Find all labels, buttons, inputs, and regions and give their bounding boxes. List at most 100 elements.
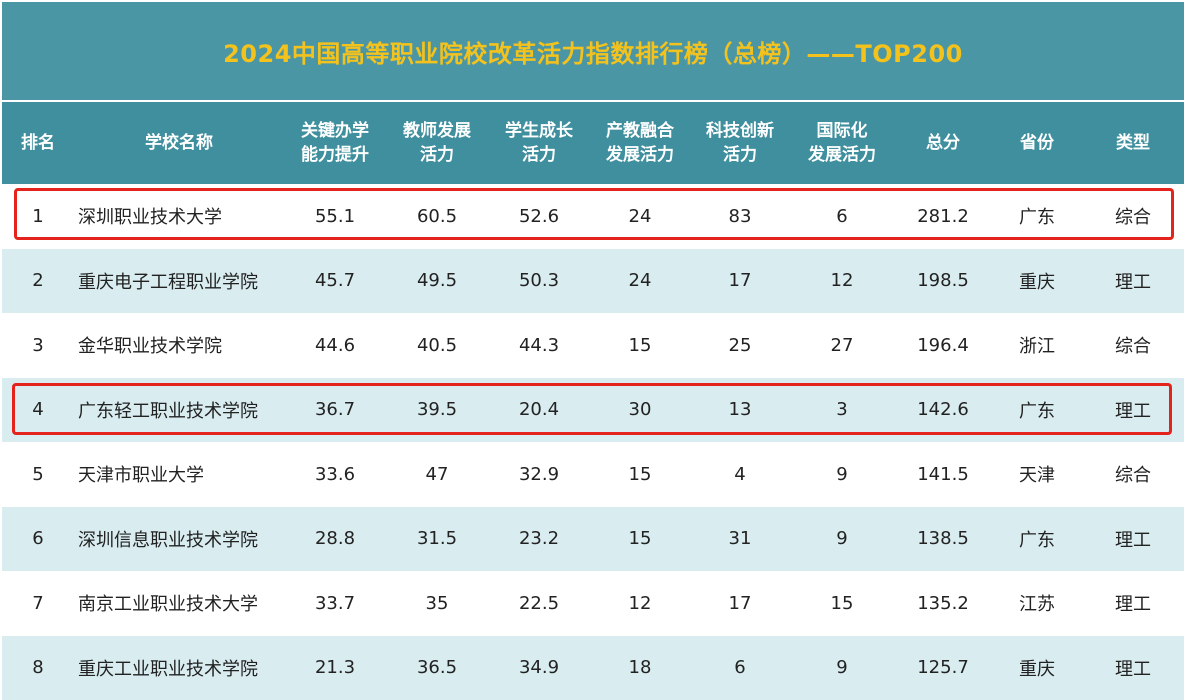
total-cell: 198.5 xyxy=(894,249,992,313)
province-cell: 重庆 xyxy=(992,249,1082,313)
key-capability-cell: 33.6 xyxy=(284,442,386,506)
teacher-vitality-cell: 49.5 xyxy=(386,249,488,313)
total-cell: 135.2 xyxy=(894,571,992,635)
header-teacher-vitality: 教师发展 活力 xyxy=(386,102,488,184)
internationalization-cell: 6 xyxy=(790,184,894,248)
province-cell: 浙江 xyxy=(992,313,1082,377)
header-industry-education: 产教融合 发展活力 xyxy=(590,102,690,184)
industry-education-cell: 30 xyxy=(590,378,690,442)
province-cell: 广东 xyxy=(992,507,1082,571)
industry-education-cell: 12 xyxy=(590,571,690,635)
type-cell: 理工 xyxy=(1082,378,1184,442)
internationalization-cell: 15 xyxy=(790,571,894,635)
key-capability-cell: 33.7 xyxy=(284,571,386,635)
teacher-vitality-cell: 39.5 xyxy=(386,378,488,442)
key-capability-cell: 45.7 xyxy=(284,249,386,313)
total-cell: 141.5 xyxy=(894,442,992,506)
header-rank: 排名 xyxy=(2,102,74,184)
header-total: 总分 xyxy=(894,102,992,184)
teacher-vitality-cell: 47 xyxy=(386,442,488,506)
school-name-cell: 重庆电子工程职业学院 xyxy=(78,249,284,313)
school-name-cell: 深圳信息职业技术学院 xyxy=(78,507,284,571)
industry-education-cell: 15 xyxy=(590,442,690,506)
student-vitality-cell: 52.6 xyxy=(488,184,590,248)
header-student-vitality: 学生成长 活力 xyxy=(488,102,590,184)
type-cell: 理工 xyxy=(1082,507,1184,571)
school-name-cell: 深圳职业技术大学 xyxy=(78,184,284,248)
type-cell: 综合 xyxy=(1082,442,1184,506)
total-cell: 138.5 xyxy=(894,507,992,571)
province-cell: 江苏 xyxy=(992,571,1082,635)
total-cell: 196.4 xyxy=(894,313,992,377)
student-vitality-cell: 22.5 xyxy=(488,571,590,635)
table-row: 1 深圳职业技术大学 55.1 60.5 52.6 24 83 6 281.2 … xyxy=(2,184,1184,249)
student-vitality-cell: 50.3 xyxy=(488,249,590,313)
header-key-capability: 关键办学 能力提升 xyxy=(284,102,386,184)
table-row: 2 重庆电子工程职业学院 45.7 49.5 50.3 24 17 12 198… xyxy=(2,249,1184,314)
school-name-cell: 金华职业技术学院 xyxy=(78,313,284,377)
teacher-vitality-cell: 60.5 xyxy=(386,184,488,248)
province-cell: 广东 xyxy=(992,378,1082,442)
rank-cell: 4 xyxy=(2,378,74,442)
rank-cell: 3 xyxy=(2,313,74,377)
teacher-vitality-cell: 31.5 xyxy=(386,507,488,571)
table-row: 3 金华职业技术学院 44.6 40.5 44.3 15 25 27 196.4… xyxy=(2,313,1184,378)
teacher-vitality-cell: 35 xyxy=(386,571,488,635)
table-row: 6 深圳信息职业技术学院 28.8 31.5 23.2 15 31 9 138.… xyxy=(2,507,1184,572)
province-cell: 天津 xyxy=(992,442,1082,506)
student-vitality-cell: 44.3 xyxy=(488,313,590,377)
rank-cell: 1 xyxy=(2,184,74,248)
student-vitality-cell: 20.4 xyxy=(488,378,590,442)
tech-innovation-cell: 4 xyxy=(690,442,790,506)
province-cell: 广东 xyxy=(992,184,1082,248)
internationalization-cell: 9 xyxy=(790,442,894,506)
header-school-name: 学校名称 xyxy=(74,102,284,184)
table-body: 1 深圳职业技术大学 55.1 60.5 52.6 24 83 6 281.2 … xyxy=(2,184,1184,700)
tech-innovation-cell: 17 xyxy=(690,571,790,635)
student-vitality-cell: 23.2 xyxy=(488,507,590,571)
type-cell: 综合 xyxy=(1082,184,1184,248)
industry-education-cell: 15 xyxy=(590,313,690,377)
tech-innovation-cell: 25 xyxy=(690,313,790,377)
type-cell: 综合 xyxy=(1082,313,1184,377)
key-capability-cell: 55.1 xyxy=(284,184,386,248)
teacher-vitality-cell: 40.5 xyxy=(386,313,488,377)
type-cell: 理工 xyxy=(1082,571,1184,635)
type-cell: 理工 xyxy=(1082,249,1184,313)
total-cell: 281.2 xyxy=(894,184,992,248)
ranking-table-image: 2024中国高等职业院校改革活力指数排行榜（总榜）——TOP200 排名 学校名… xyxy=(0,0,1186,668)
key-capability-cell: 36.7 xyxy=(284,378,386,442)
key-capability-cell: 44.6 xyxy=(284,313,386,377)
header-internationalization: 国际化 发展活力 xyxy=(790,102,894,184)
tech-innovation-cell: 13 xyxy=(690,378,790,442)
table-row: 4 广东轻工职业技术学院 36.7 39.5 20.4 30 13 3 142.… xyxy=(2,378,1184,443)
table-row: 5 天津市职业大学 33.6 47 32.9 15 4 9 141.5 天津 综… xyxy=(2,442,1184,507)
table-row: 7 南京工业职业技术大学 33.7 35 22.5 12 17 15 135.2… xyxy=(2,571,1184,636)
title-bar: 2024中国高等职业院校改革活力指数排行榜（总榜）——TOP200 xyxy=(2,2,1184,100)
internationalization-cell: 3 xyxy=(790,378,894,442)
rank-cell: 7 xyxy=(2,571,74,635)
school-name-cell: 广东轻工职业技术学院 xyxy=(78,378,284,442)
rank-cell: 2 xyxy=(2,249,74,313)
header-tech-innovation: 科技创新 活力 xyxy=(690,102,790,184)
rank-cell: 5 xyxy=(2,442,74,506)
tech-innovation-cell: 83 xyxy=(690,184,790,248)
school-name-cell: 天津市职业大学 xyxy=(78,442,284,506)
internationalization-cell: 27 xyxy=(790,313,894,377)
student-vitality-cell: 32.9 xyxy=(488,442,590,506)
industry-education-cell: 24 xyxy=(590,184,690,248)
table-title: 2024中国高等职业院校改革活力指数排行榜（总榜）——TOP200 xyxy=(223,34,963,69)
industry-education-cell: 24 xyxy=(590,249,690,313)
internationalization-cell: 9 xyxy=(790,507,894,571)
industry-education-cell: 15 xyxy=(590,507,690,571)
header-type: 类型 xyxy=(1082,102,1184,184)
total-cell: 142.6 xyxy=(894,378,992,442)
school-name-cell: 南京工业职业技术大学 xyxy=(78,571,284,635)
internationalization-cell: 12 xyxy=(790,249,894,313)
rank-cell: 6 xyxy=(2,507,74,571)
table-header-row: 排名 学校名称 关键办学 能力提升 教师发展 活力 学生成长 活力 产教融合 发… xyxy=(2,100,1184,184)
header-province: 省份 xyxy=(992,102,1082,184)
tech-innovation-cell: 17 xyxy=(690,249,790,313)
tech-innovation-cell: 31 xyxy=(690,507,790,571)
key-capability-cell: 28.8 xyxy=(284,507,386,571)
